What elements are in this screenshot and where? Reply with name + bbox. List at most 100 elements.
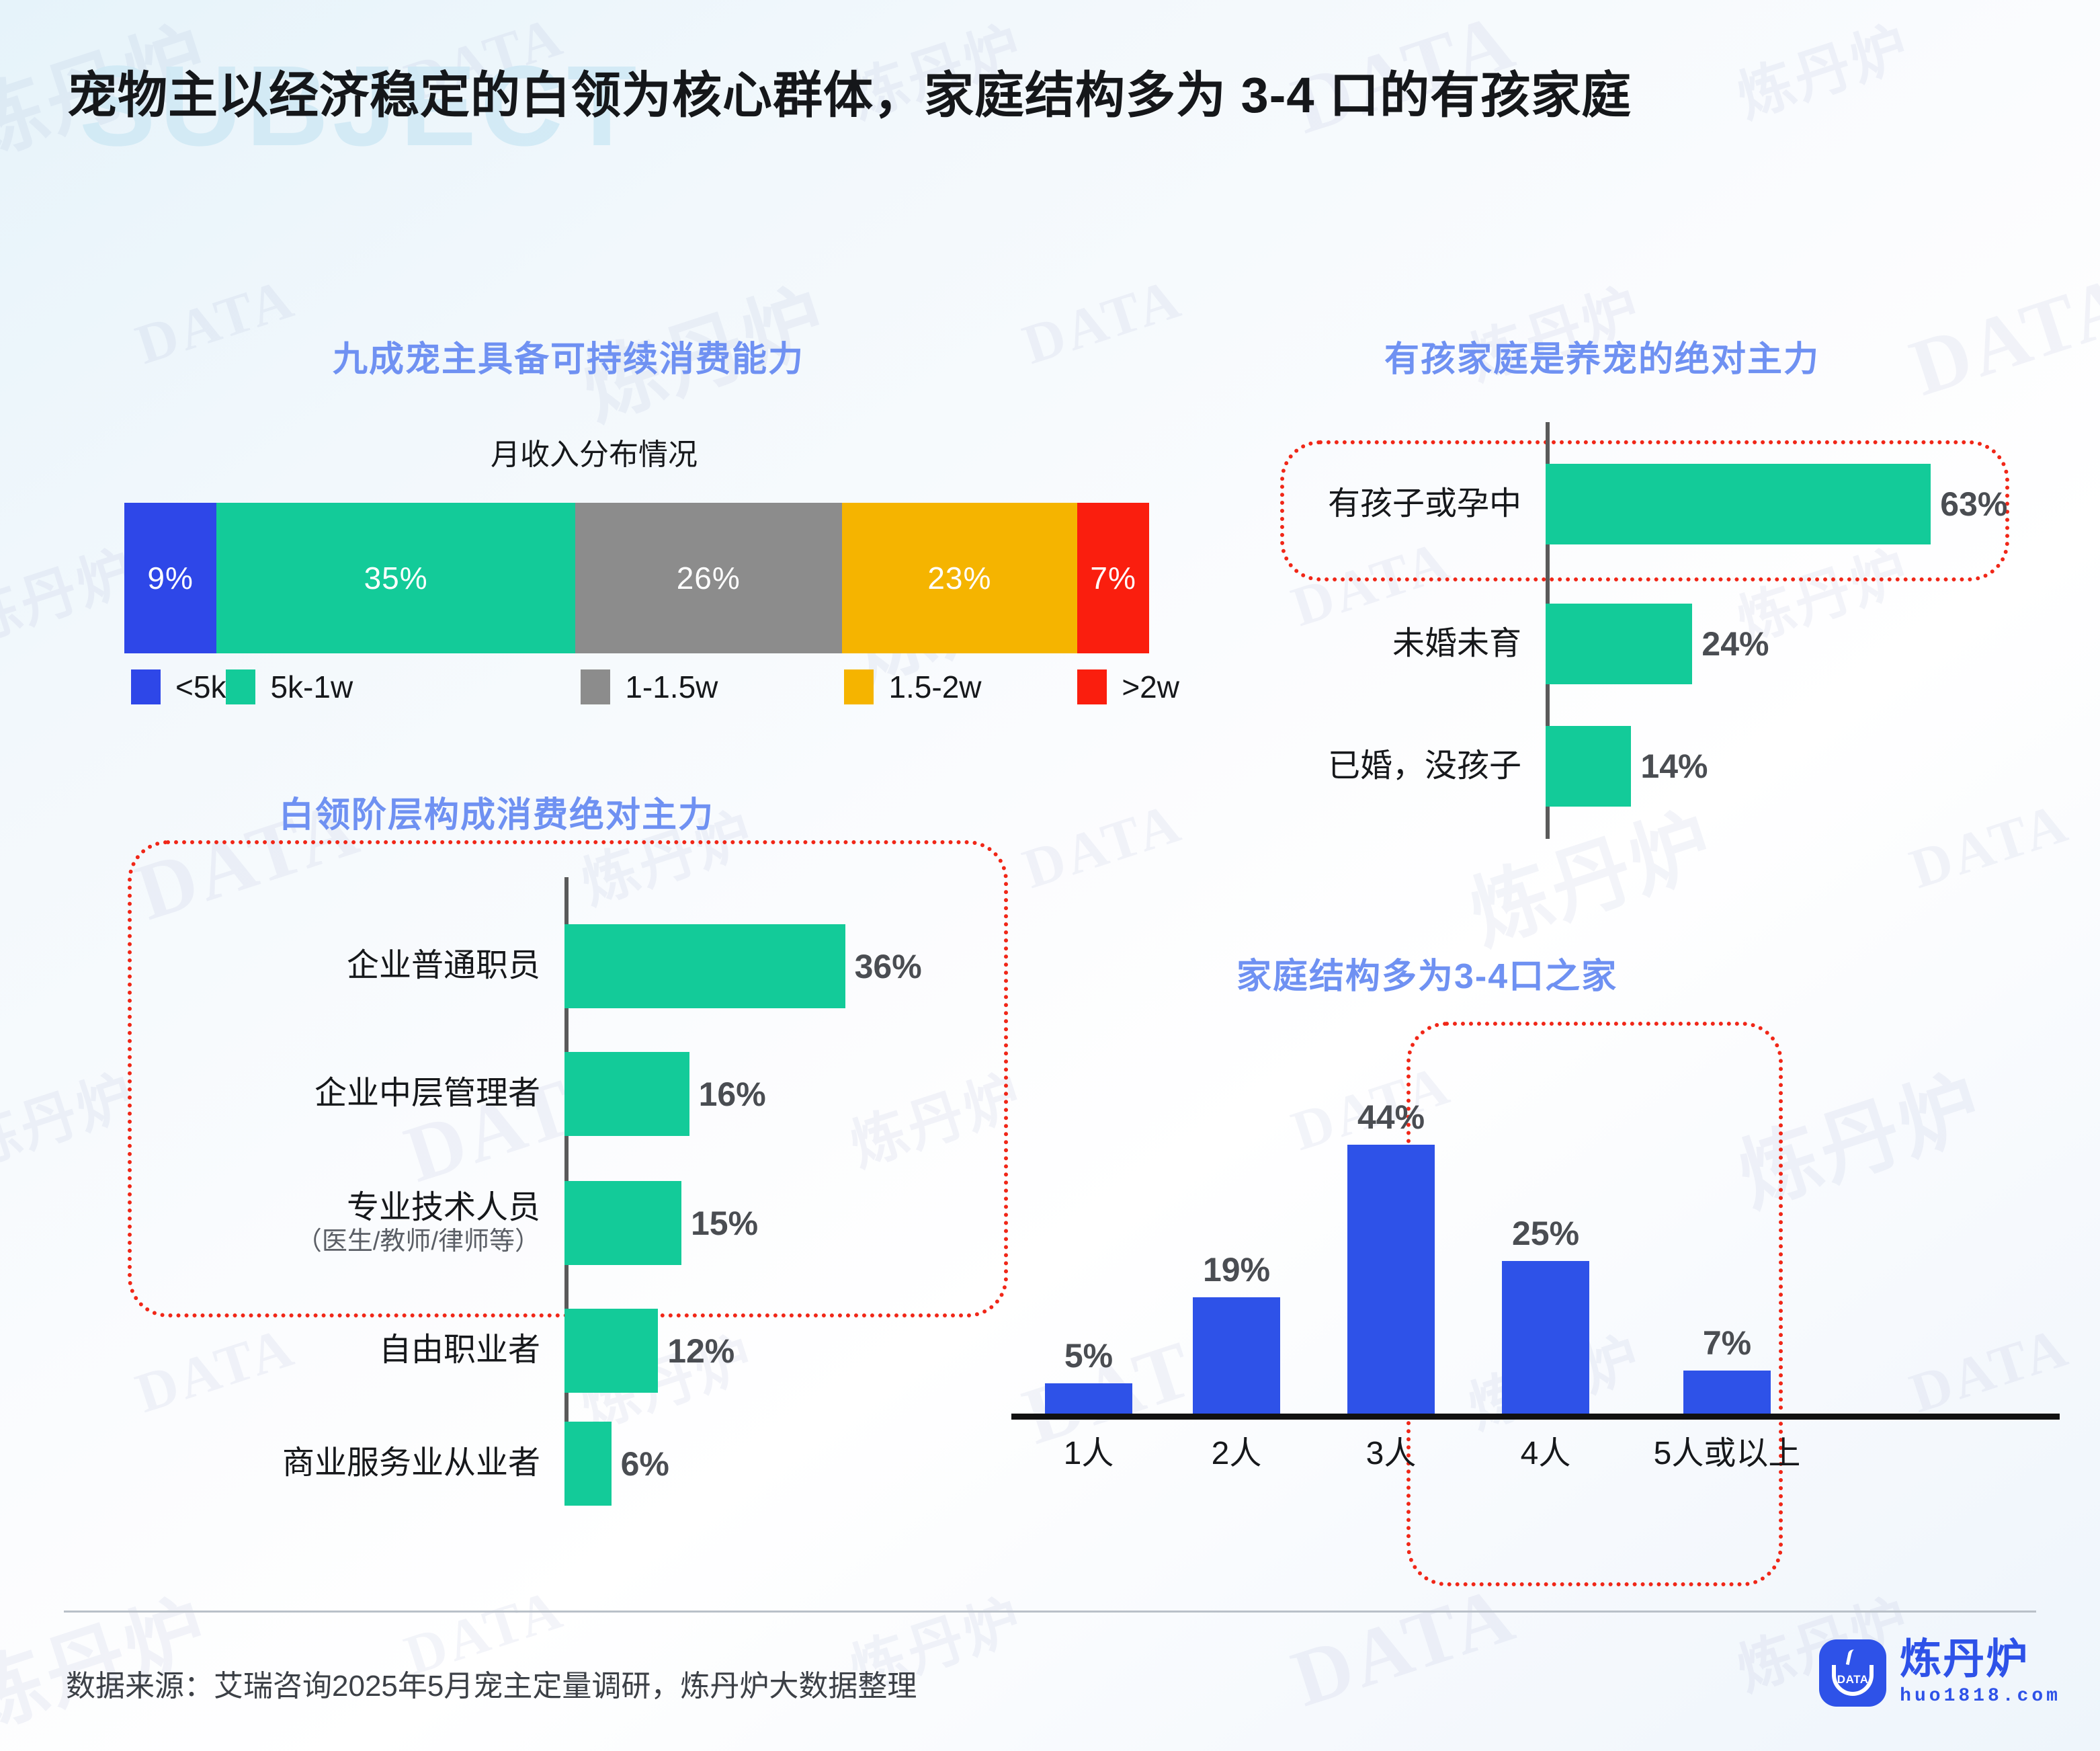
brand-logo[interactable]: DATA 炼丹炉 huo1818.com (1819, 1639, 2061, 1707)
bar-rect (564, 1309, 659, 1393)
bar-value-label: 16% (698, 1075, 766, 1113)
income-legend-item: 1.5-2w (844, 669, 1077, 705)
income-legend-label: 1.5-2w (888, 669, 982, 704)
column-value-label: 19% (1202, 1251, 1271, 1289)
bar-rect (564, 1422, 612, 1506)
bar-row: 专业技术人员 （医生/教师/律师等） 15% (296, 1181, 1008, 1265)
income-legend-label: >2w (1122, 669, 1179, 704)
furnace-icon: DATA (1819, 1639, 1887, 1707)
bar-rect (564, 1181, 681, 1265)
watermark-text: 炼丹炉 (0, 540, 144, 655)
bar-category-label: 专业技术人员 （医生/教师/律师等） (296, 1189, 540, 1256)
bar-category-label: 未婚未育 (1392, 625, 1521, 661)
income-legend-label: 1-1.5w (625, 669, 718, 704)
logo-mark-label: DATA (1837, 1672, 1869, 1686)
column-bar: 25% (1502, 1214, 1589, 1414)
bar-category-label: 已婚，没孩子 (1327, 747, 1521, 784)
bar-value-label: 36% (854, 947, 922, 985)
bar-value-label: 14% (1640, 747, 1708, 785)
watermark-text: DATA (1015, 266, 1190, 377)
smoke-icon (1845, 1648, 1860, 1666)
bar-row: 企业中层管理者 16% (314, 1052, 1008, 1136)
bar-rect (1546, 604, 1693, 684)
bar-value-label: 12% (667, 1332, 735, 1370)
bar-category-label: 企业普通职员 (346, 948, 540, 984)
legend-swatch-icon (226, 669, 256, 704)
watermark-text: DATA (1015, 790, 1190, 901)
bar-category-label: 商业服务业从业者 (282, 1445, 540, 1481)
legend-swatch-icon (581, 669, 611, 704)
column-rect (1045, 1383, 1132, 1414)
bar-value-label: 63% (1940, 485, 2008, 523)
column-category-label: 3人 (1366, 1436, 1417, 1471)
subject-ghost-text: SUBJECT (79, 42, 641, 170)
bar-value-label: 24% (1702, 625, 1769, 663)
section-title-family-size: 家庭结构多为3-4口之家 (1236, 957, 1618, 996)
income-segment: 7% (1077, 503, 1149, 653)
column-rect (1347, 1145, 1435, 1414)
watermark-text: DATA (1900, 257, 2100, 413)
column-value-label: 7% (1702, 1324, 1752, 1362)
bar-category-subnote: （医生/教师/律师等） (296, 1227, 540, 1256)
column-bar: 19% (1193, 1250, 1280, 1414)
column-category-label: 1人 (1063, 1436, 1114, 1471)
watermark-text: DATA (128, 266, 303, 377)
data-source-text: 数据来源：艾瑞咨询2025年5月宠主定量调研，炼丹炉大数据整理 (66, 1670, 917, 1703)
income-segment: 35% (216, 503, 575, 653)
children-bar-chart: 有孩子或孕中 63% 未婚未育 24% 已婚，没孩子 14% (1328, 422, 2016, 839)
legend-swatch-icon (844, 669, 874, 704)
bar-row: 已婚，没孩子 14% (1328, 726, 2016, 807)
watermark-text: DATA (128, 1315, 303, 1426)
logo-name: 炼丹炉 (1900, 1636, 2029, 1682)
column-value-label: 44% (1357, 1098, 1425, 1136)
bar-row: 有孩子或孕中 63% (1328, 464, 2016, 544)
bar-row: 自由职业者 12% (379, 1309, 1008, 1393)
income-segment: 26% (575, 503, 842, 653)
family-size-baseline (1011, 1414, 2060, 1420)
income-legend: <5k 5k-1w 1-1.5w 1.5-2w >2w (131, 667, 1179, 707)
column-bar: 5% (1045, 1336, 1132, 1414)
column-value-label: 25% (1511, 1214, 1580, 1252)
section-title-children: 有孩家庭是养宠的绝对主力 (1384, 340, 1820, 379)
income-legend-label: 5k-1w (270, 669, 353, 704)
income-legend-item: <5k (131, 669, 226, 705)
bar-rect (564, 924, 845, 1008)
bar-value-label: 15% (691, 1204, 759, 1242)
bar-category-label: 企业中层管理者 (314, 1075, 540, 1112)
bar-row: 企业普通职员 36% (347, 924, 1008, 1008)
occupation-bar-chart: 企业普通职员 36% 企业中层管理者 16% 专业技术人员 （医生/教师/律师等） 15% 自… (282, 877, 1008, 1506)
legend-swatch-icon (131, 669, 161, 704)
page-title: 宠物主以经济稳定的白领为核心群体，家庭结构多为 3-4 口的有孩家庭 (67, 67, 1632, 123)
income-legend-item: 5k-1w (226, 669, 581, 705)
column-rect (1502, 1260, 1589, 1414)
children-highlight-box (1280, 440, 2009, 581)
column-bar: 44% (1347, 1098, 1435, 1414)
footer-divider (64, 1611, 2036, 1613)
legend-swatch-icon (1077, 669, 1107, 704)
bar-rect (1546, 464, 1931, 544)
section-title-occupation: 白领阶层构成消费绝对主力 (279, 796, 715, 835)
bar-row: 未婚未育 24% (1392, 604, 2016, 684)
bar-category-label: 有孩子或孕中 (1327, 485, 1521, 522)
watermark-text: 炼丹炉 (0, 1064, 144, 1179)
pot-icon (1832, 1664, 1874, 1696)
bar-category-label: 自由职业者 (378, 1332, 540, 1369)
column-rect (1193, 1297, 1280, 1414)
income-chart-subtitle: 月收入分布情况 (491, 438, 698, 471)
column-category-label: 2人 (1211, 1436, 1262, 1471)
income-stacked-bar: 9% 35% 26% 23% 7% (124, 503, 1149, 653)
income-legend-item: >2w (1077, 669, 1179, 705)
column-category-label: 5人或以上 (1653, 1436, 1801, 1471)
bar-row: 商业服务业从业者 6% (282, 1422, 1008, 1506)
bar-rect (1546, 726, 1632, 807)
income-legend-label: <5k (175, 669, 226, 704)
watermark-text: DATA (1282, 1568, 1526, 1724)
column-value-label: 5% (1064, 1336, 1114, 1375)
column-bar: 7% (1683, 1324, 1771, 1414)
watermark-text: 炼丹炉 (0, 1584, 220, 1747)
section-title-income: 九成宠主具备可持续消费能力 (333, 340, 805, 379)
bar-rect (564, 1052, 689, 1136)
income-segment: 23% (841, 503, 1078, 653)
income-legend-item: 1-1.5w (581, 669, 844, 705)
bar-value-label: 6% (620, 1444, 669, 1483)
